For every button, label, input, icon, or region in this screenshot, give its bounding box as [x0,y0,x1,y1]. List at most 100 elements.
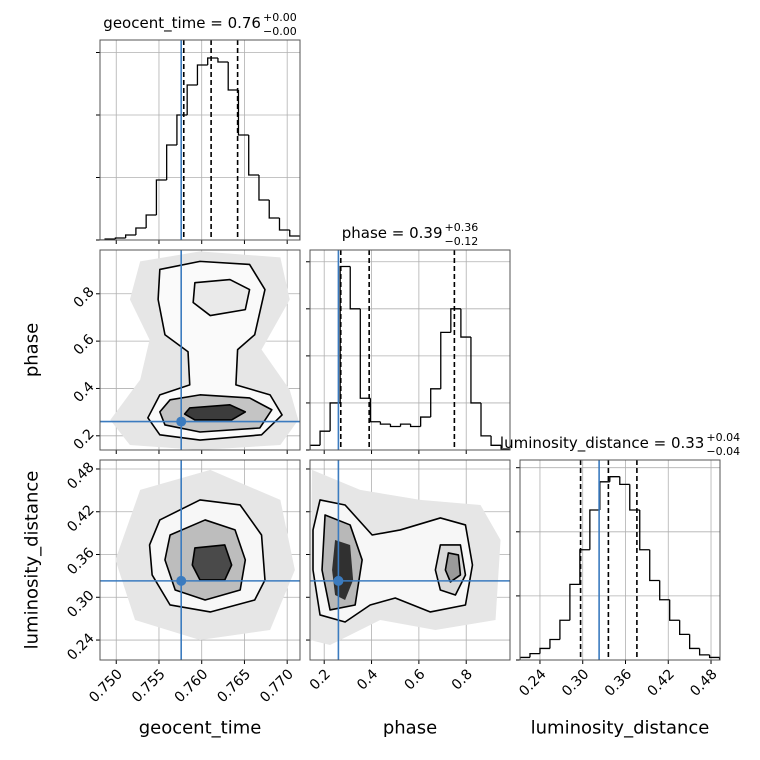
histogram-step [589,509,600,550]
title-upper: +0.00 [263,11,297,24]
panel-title: luminosity_distance = 0.33 [500,434,704,453]
histogram-step [349,266,361,310]
histogram-step [500,445,510,450]
x-axis-label: phase [383,718,437,739]
histogram-step [329,402,341,432]
histogram-step [420,416,431,427]
y-axis-label: phase [22,323,43,377]
panel-background [310,250,510,450]
histogram-step [319,430,331,446]
x-tick-label: 0.48 [687,666,720,699]
x-tick-label: 0.760 [172,666,212,706]
histogram-step [460,308,471,338]
x-tick-label: 0.750 [86,666,126,706]
y-tick-label: 0.36 [64,545,97,578]
plot-area [310,250,510,450]
panel-frame [309,459,511,661]
x-tick-label: 0.36 [602,666,635,699]
title-upper: +0.36 [445,221,479,234]
histogram-step [268,200,280,219]
y-tick-label: 0.6 [71,331,98,358]
truth-point [333,575,344,586]
x-tick-label: 0.2 [307,666,334,693]
grid [310,250,510,450]
histogram-step [619,476,630,486]
panel-frame [309,249,511,451]
histogram-step [688,634,700,650]
histogram-step [389,424,401,428]
title-lower: −0.00 [263,25,297,38]
y-tick-label: 0.8 [71,284,98,311]
contour [444,552,462,583]
y-axis-label: luminosity_distance [22,471,43,650]
x-tick-label: 0.30 [559,666,592,699]
histogram-step [480,402,492,437]
panel-frame [519,459,721,661]
histogram-step [248,135,259,176]
panel-title: phase = 0.39 [342,224,443,242]
histogram-step [237,90,249,136]
histogram-step [227,62,239,91]
histogram-step [520,656,530,660]
histogram-step [549,638,560,649]
histogram-step [166,144,177,180]
histogram-step [258,175,270,201]
y-tick-label: 0.2 [71,426,98,453]
panel-background [100,40,300,240]
histogram-step [659,580,670,601]
histogram-step [379,421,391,425]
plot-area [100,40,300,240]
panel-title: geocent_time = 0.76 [103,14,261,33]
histogram-step [679,620,690,636]
panel-background [520,460,720,660]
histogram-step [289,230,300,240]
histogram-step [409,424,421,428]
x-tick-label: 0.755 [129,666,169,706]
panel-frame [99,39,301,241]
grid [100,40,300,240]
x-tick-label: 0.4 [354,666,381,693]
panel-frame [99,459,301,661]
contour [183,403,247,421]
grid [520,460,720,660]
contour [192,278,251,317]
panel-frame [99,249,301,451]
histogram-step [124,234,136,238]
histogram-step [145,214,157,228]
y-tick-label: 0.48 [64,459,97,492]
x-tick-label: 0.24 [516,666,549,699]
histogram-step [155,179,167,215]
histogram-step [278,218,290,231]
x-tick-label: 0.770 [257,666,297,706]
histogram-step [430,388,441,418]
plot-area [310,460,510,660]
histogram-step [196,64,208,85]
y-tick-label: 0.4 [71,379,98,406]
histogram-step [207,57,218,65]
title-upper: +0.04 [706,431,740,444]
histogram-step [569,583,580,621]
x-axis-label: luminosity_distance [531,718,710,739]
plot-area [100,250,300,450]
truth-point [176,575,187,586]
histogram-step [529,652,540,658]
histogram-step [559,619,570,640]
histogram-step [539,647,550,654]
histogram-step [359,308,371,399]
histogram-step [609,476,620,482]
histogram-step [310,444,321,450]
histogram-step [490,435,502,446]
histogram-step [639,510,650,551]
histogram-step [369,398,381,423]
histogram-step [450,308,461,333]
y-tick-label: 0.24 [64,630,97,663]
histogram-step [470,337,482,404]
title-lower: −0.12 [445,235,479,248]
plot-area [100,460,300,660]
histogram-step [135,227,147,235]
x-tick-label: 0.6 [401,666,428,693]
truth-point [176,416,187,427]
histogram-step [217,58,229,63]
plot-area [520,460,720,660]
